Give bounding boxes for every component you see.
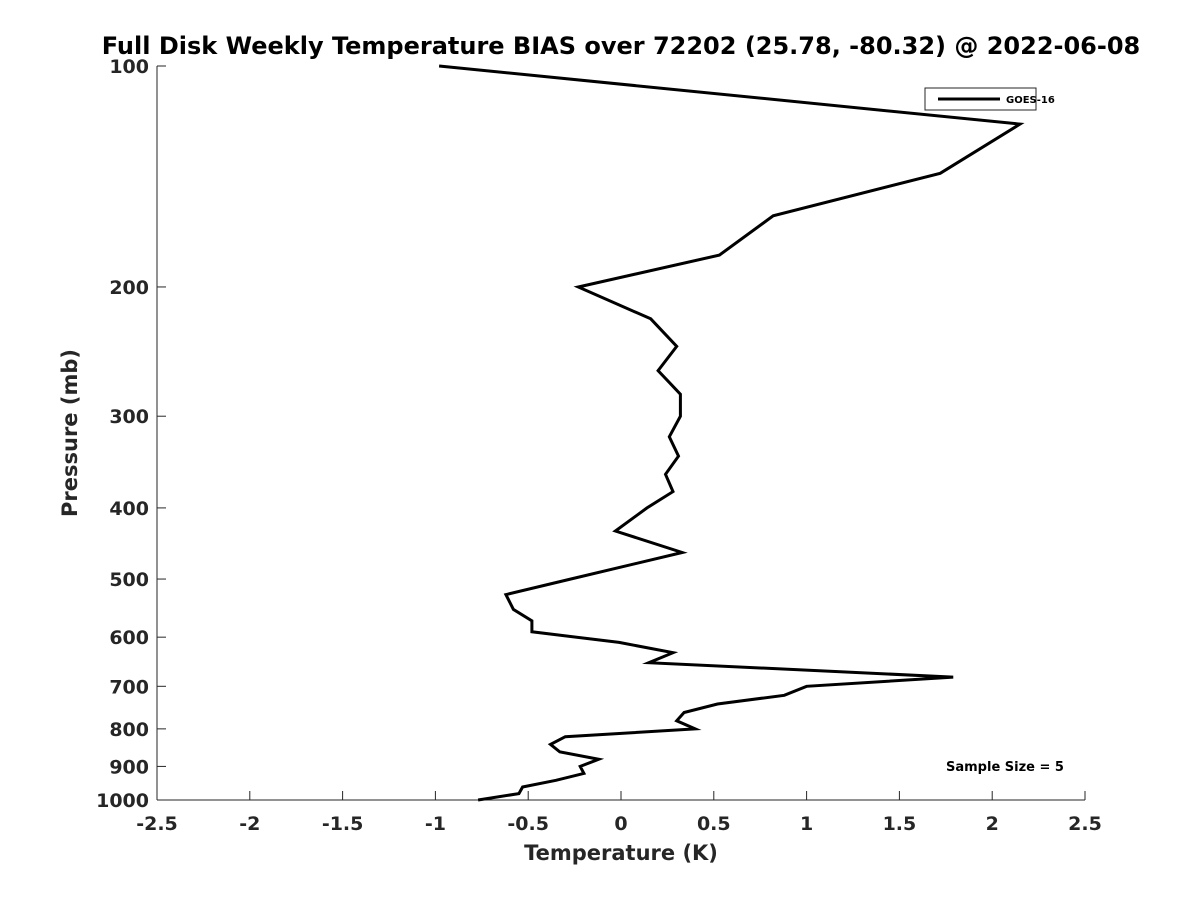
x-tick-label: 1 — [800, 813, 813, 835]
y-tick-label: 100 — [109, 56, 149, 78]
y-tick-label: 200 — [109, 277, 149, 299]
y-axis-label: Pressure (mb) — [58, 349, 82, 517]
x-axis-label: Temperature (K) — [524, 841, 718, 865]
series-layer — [438, 64, 1025, 802]
y-tick-label: 500 — [109, 569, 149, 591]
y-tick-label: 400 — [109, 498, 149, 520]
x-tick-label: 2.5 — [1068, 813, 1102, 835]
y-tick-label: 800 — [109, 719, 149, 741]
x-tick-label: -1.5 — [322, 813, 364, 835]
y-tick-label: 700 — [109, 676, 149, 698]
y-tick-label: 900 — [109, 756, 149, 778]
x-tick-label: -2.5 — [136, 813, 178, 835]
x-tick-label: -2 — [239, 813, 260, 835]
y-tick-label: 300 — [109, 406, 149, 428]
x-tick-label: -0.5 — [507, 813, 549, 835]
legend: GOES-16 — [924, 87, 1055, 111]
x-tick-label: 0 — [614, 813, 627, 835]
legend-entry-goes-16: GOES-16 — [1006, 95, 1055, 106]
plot-area: -2.5 -2 -1.5 -1 -0.5 0 0.5 1 1.5 2 2.5 100 200 300 40… — [96, 56, 1102, 835]
y-tick-label: 600 — [109, 627, 149, 649]
x-tick-label: 2 — [986, 813, 999, 835]
series-line-goes-16 — [438, 64, 1025, 802]
x-axis-ticks: -2.5 -2 -1.5 -1 -0.5 0 0.5 1 1.5 2 2.5 — [136, 791, 1102, 835]
chart-title: Full Disk Weekly Temperature BIAS over 7… — [102, 32, 1141, 60]
x-tick-label: 1.5 — [883, 813, 917, 835]
sample-size-annotation: Sample Size = 5 — [946, 760, 1064, 775]
y-axis-ticks: 100 200 300 400 500 600 700 800 900 1000 — [96, 56, 166, 812]
y-tick-label: 1000 — [96, 790, 149, 812]
x-tick-label: -1 — [425, 813, 446, 835]
x-tick-label: 0.5 — [697, 813, 731, 835]
